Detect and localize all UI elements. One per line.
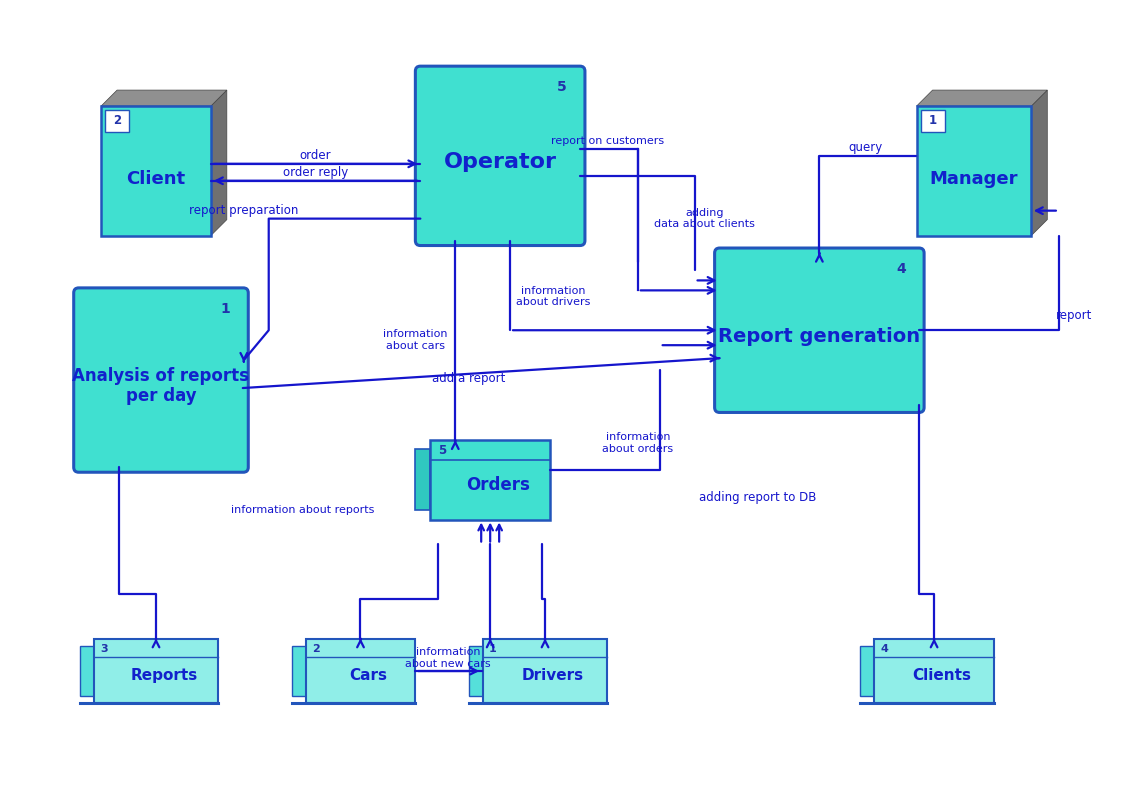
Text: 3: 3 (100, 644, 108, 653)
Text: Cars: Cars (349, 668, 387, 683)
Text: report: report (1056, 309, 1093, 322)
FancyBboxPatch shape (916, 106, 1031, 236)
Polygon shape (1031, 90, 1048, 236)
Text: 2: 2 (113, 114, 121, 128)
Text: adding
data about clients: adding data about clients (655, 208, 755, 229)
Text: 5: 5 (557, 80, 567, 94)
FancyBboxPatch shape (483, 638, 608, 703)
FancyBboxPatch shape (468, 646, 483, 696)
Text: Operator: Operator (444, 152, 557, 172)
Text: Manager: Manager (930, 170, 1019, 187)
Text: 5: 5 (438, 445, 447, 457)
Text: 2: 2 (312, 644, 319, 653)
Text: Report generation: Report generation (719, 326, 921, 345)
FancyBboxPatch shape (714, 248, 924, 412)
Text: 1: 1 (489, 644, 496, 653)
Polygon shape (916, 90, 1048, 106)
Text: information
about new cars: information about new cars (405, 647, 491, 669)
Text: Orders: Orders (466, 476, 530, 494)
Text: Drivers: Drivers (522, 668, 584, 683)
FancyBboxPatch shape (860, 646, 874, 696)
FancyBboxPatch shape (74, 288, 248, 472)
FancyBboxPatch shape (430, 440, 550, 519)
FancyBboxPatch shape (921, 110, 944, 132)
FancyBboxPatch shape (80, 646, 93, 696)
FancyBboxPatch shape (305, 638, 416, 703)
Text: Clients: Clients (913, 668, 971, 683)
Text: adding report to DB: adding report to DB (699, 491, 816, 504)
Text: query: query (848, 141, 883, 154)
Text: order reply: order reply (283, 166, 348, 179)
FancyBboxPatch shape (416, 66, 585, 245)
Polygon shape (211, 90, 227, 236)
Text: 4: 4 (896, 262, 906, 276)
Text: information about reports: information about reports (231, 505, 374, 515)
Polygon shape (101, 90, 227, 106)
Text: information
about drivers: information about drivers (515, 286, 591, 307)
FancyBboxPatch shape (106, 110, 129, 132)
FancyBboxPatch shape (874, 638, 994, 703)
Text: add a report: add a report (431, 372, 505, 384)
Text: Analysis of reports
per day: Analysis of reports per day (73, 367, 249, 406)
Text: information
about orders: information about orders (602, 432, 674, 453)
FancyBboxPatch shape (101, 106, 211, 236)
FancyBboxPatch shape (292, 646, 305, 696)
Text: 1: 1 (220, 302, 230, 316)
Text: report on customers: report on customers (551, 136, 665, 146)
FancyBboxPatch shape (93, 638, 218, 703)
Text: 1: 1 (929, 114, 937, 128)
Text: report preparation: report preparation (189, 204, 299, 217)
Text: information
about cars: information about cars (383, 330, 448, 351)
Text: Client: Client (127, 170, 185, 187)
Text: Reports: Reports (130, 668, 198, 683)
Text: order: order (300, 149, 331, 162)
Text: 4: 4 (880, 644, 888, 653)
FancyBboxPatch shape (416, 449, 430, 510)
